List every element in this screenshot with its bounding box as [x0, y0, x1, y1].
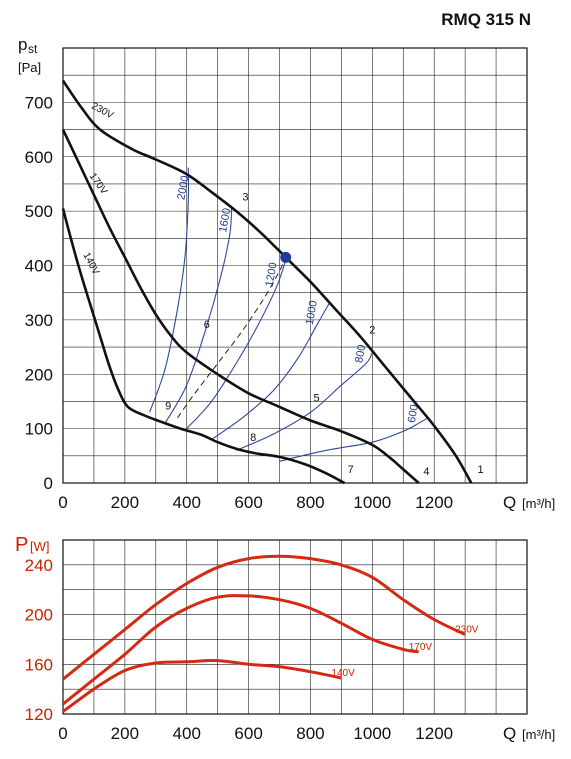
x-tick-label: 200 [111, 493, 139, 512]
x-axis-label: Q [503, 493, 516, 512]
operating-point [280, 251, 292, 263]
chart-title: RMQ 315 N [441, 10, 531, 29]
y-tick-label: 160 [25, 655, 53, 674]
x-tick-label: 1200 [415, 493, 453, 512]
point-label: 5 [314, 392, 320, 404]
y-tick-label: 400 [25, 257, 53, 276]
point-label: 6 [204, 319, 210, 331]
point-label: 1 [478, 464, 484, 476]
series-label: 140V [331, 668, 355, 679]
rpm-curve-label: 1000 [304, 300, 320, 326]
y-tick-label: 300 [25, 311, 53, 330]
x-tick-label: 800 [296, 724, 324, 743]
rpm-curve-label: 1200 [264, 262, 280, 288]
rpm-curve [211, 303, 330, 440]
rpm-curve [164, 205, 233, 424]
rpm-curve-label: 800 [353, 344, 368, 364]
power-curve [62, 554, 466, 681]
y-tick-label: 240 [25, 556, 53, 575]
x-axis-unit: [m³/h] [522, 727, 555, 742]
x-tick-label: 400 [173, 493, 201, 512]
series-label: 140V [80, 251, 101, 277]
y-axis-unit: [Pa] [18, 60, 41, 75]
x-tick-label: 1200 [415, 724, 453, 743]
x-tick-label: 600 [234, 493, 262, 512]
x-tick-label: 400 [173, 724, 201, 743]
rpm-curve [149, 167, 190, 413]
point-label: 4 [423, 466, 429, 478]
x-axis-unit: [m³/h] [522, 496, 555, 511]
point-label: 3 [242, 191, 248, 203]
rpm-curve [186, 259, 287, 429]
y-axis-label: P [15, 534, 28, 556]
y-tick-label: 100 [25, 420, 53, 439]
point-label: 8 [250, 432, 256, 444]
rpm-curve-label: 1600 [217, 207, 233, 233]
x-tick-label: 200 [111, 724, 139, 743]
y-tick-label: 500 [25, 202, 53, 221]
fan-curve [61, 129, 420, 484]
rpm-curve-label: 600 [406, 404, 421, 424]
power-curve [62, 658, 342, 713]
x-tick-label: 0 [58, 493, 67, 512]
y-axis-label-subscript: st [28, 42, 38, 56]
y-tick-label: 200 [25, 606, 53, 625]
series-label: 170V [409, 642, 433, 653]
point-label: 7 [348, 464, 354, 476]
x-tick-label: 0 [58, 724, 67, 743]
fan-curve [61, 208, 346, 485]
y-axis-unit: [W] [30, 539, 50, 554]
y-tick-label: 700 [25, 93, 53, 112]
y-tick-label: 600 [25, 148, 53, 167]
rpm-curve-label: 2000 [175, 175, 191, 201]
point-label: 2 [369, 324, 375, 336]
series-label: 230V [89, 101, 115, 122]
rpm-curve [235, 352, 373, 451]
plot-frame [62, 47, 528, 484]
y-tick-label: 0 [44, 474, 53, 493]
series-label: 230V [455, 624, 479, 635]
rpm-curve [279, 417, 429, 462]
point-label: 9 [165, 401, 171, 413]
y-tick-label: 120 [25, 705, 53, 724]
x-tick-label: 600 [234, 724, 262, 743]
power-curve [62, 594, 419, 706]
y-axis-label: p [18, 35, 27, 54]
y-tick-label: 200 [25, 365, 53, 384]
x-tick-label: 1000 [353, 493, 391, 512]
x-tick-label: 800 [296, 493, 324, 512]
fan-curve [61, 79, 473, 484]
x-axis-label: Q [503, 724, 516, 743]
plot-frame [62, 539, 528, 715]
x-tick-label: 1000 [353, 724, 391, 743]
